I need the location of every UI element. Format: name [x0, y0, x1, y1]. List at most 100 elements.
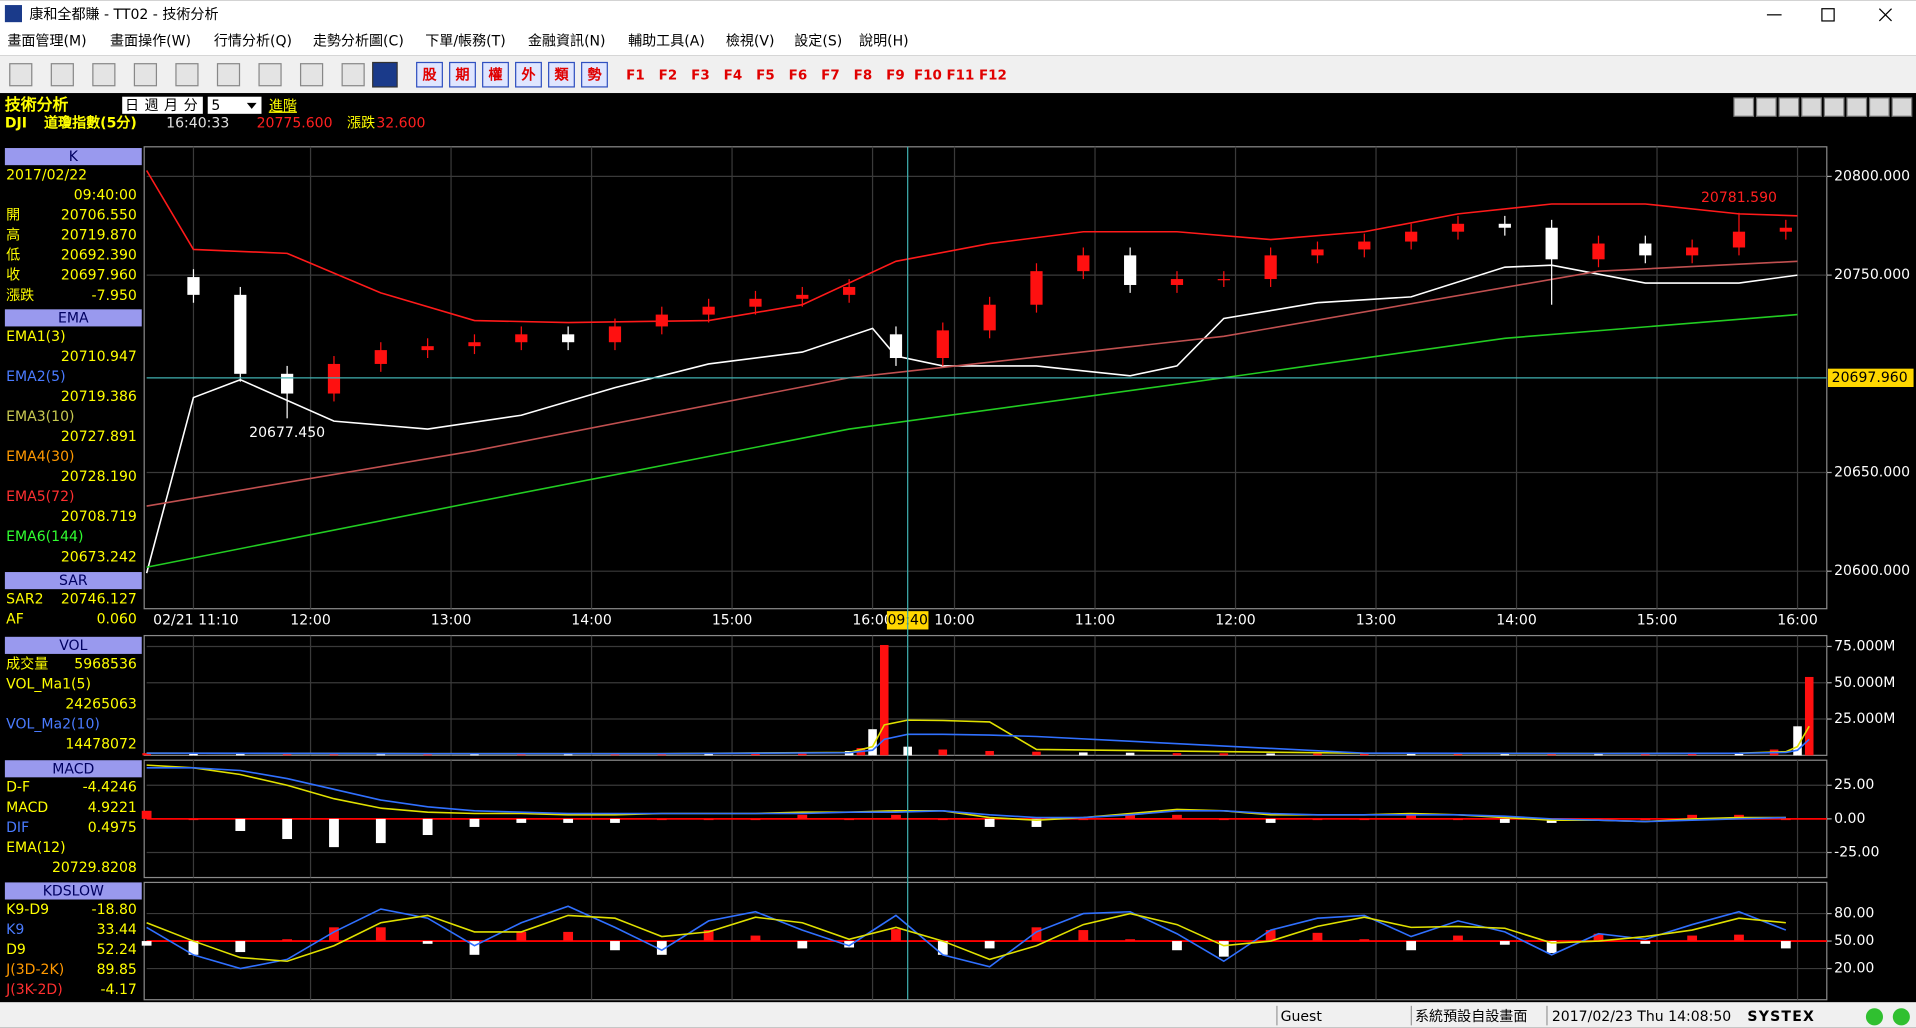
- menu-item[interactable]: 設定(S): [794, 34, 842, 50]
- volume-bar: [985, 750, 994, 756]
- histogram-bar: [1078, 930, 1089, 942]
- symbol-name: 道瓊指數(5分): [44, 115, 137, 132]
- x-tick-label: 13:00: [431, 612, 471, 628]
- period-option[interactable]: 分: [184, 98, 198, 114]
- y-tick-label: 80.00: [1834, 906, 1874, 922]
- histogram-bar: [937, 818, 948, 821]
- tool-button[interactable]: [92, 63, 116, 87]
- indicator-value: 14478072: [65, 736, 137, 752]
- candle-body: [1498, 223, 1511, 228]
- x-tick-label: 10:00: [934, 612, 974, 628]
- tool-button[interactable]: [372, 61, 398, 88]
- indicator-value: 5968536: [74, 656, 137, 672]
- function-key[interactable]: F2: [659, 68, 678, 83]
- volume-bar: [1219, 753, 1229, 756]
- function-key[interactable]: F5: [756, 68, 775, 83]
- tool-button[interactable]: [9, 63, 33, 87]
- function-key[interactable]: F12: [979, 68, 1007, 83]
- volume-bar: [1360, 753, 1369, 756]
- category-button[interactable]: [515, 61, 542, 88]
- menu-item[interactable]: 說明(H): [859, 33, 909, 50]
- menu-item[interactable]: 行情分析(Q): [214, 34, 292, 50]
- tool-button[interactable]: [133, 63, 158, 87]
- function-key[interactable]: F11: [946, 68, 974, 83]
- cursor-price-label: 20697.960: [1832, 370, 1908, 386]
- histogram-bar: [329, 818, 339, 848]
- tool-button[interactable]: [50, 63, 74, 87]
- panel-tool[interactable]: [1868, 97, 1890, 117]
- category-button[interactable]: [482, 61, 509, 88]
- tool-button[interactable]: [341, 63, 365, 87]
- category-button[interactable]: [548, 61, 575, 88]
- volume-bar: [189, 752, 198, 756]
- tool-button[interactable]: [258, 63, 282, 87]
- category-button[interactable]: [581, 61, 608, 88]
- menu-item[interactable]: 畫面操作(W): [110, 34, 191, 50]
- volume-bar: [798, 752, 807, 756]
- function-key[interactable]: F1: [626, 68, 645, 83]
- volume-bar: [1125, 752, 1135, 756]
- menu-item[interactable]: 檢視(V): [726, 33, 775, 50]
- tool-button[interactable]: [216, 63, 241, 87]
- indicator-label: DIF: [6, 820, 29, 836]
- status-light: [1892, 1008, 1910, 1026]
- category-label[interactable]: 股: [422, 67, 437, 83]
- panel-tool[interactable]: [1733, 97, 1755, 117]
- period-option[interactable]: 月: [164, 98, 178, 114]
- menu-item[interactable]: 下單/帳務(T): [425, 34, 505, 50]
- panel-tool[interactable]: [1891, 97, 1913, 117]
- panel-tool[interactable]: [1778, 97, 1800, 117]
- function-key[interactable]: F9: [886, 68, 905, 83]
- category-label[interactable]: 類: [553, 67, 569, 83]
- category-label[interactable]: 權: [488, 66, 502, 83]
- panel-tool[interactable]: [1755, 97, 1777, 117]
- period-option[interactable]: 日: [125, 98, 139, 114]
- menu-item[interactable]: 走勢分析圖(C): [313, 34, 404, 50]
- indicator-label: 高: [6, 227, 20, 244]
- menu-item[interactable]: 畫面管理(M): [7, 34, 86, 50]
- function-key[interactable]: F7: [821, 68, 840, 83]
- indicator-label: 2017/02/22: [6, 168, 87, 184]
- category-label[interactable]: 外: [521, 66, 535, 83]
- histogram-bar: [797, 941, 808, 949]
- candle-body: [1124, 255, 1137, 285]
- volume-bar: [938, 749, 948, 756]
- function-key[interactable]: F6: [789, 68, 808, 83]
- function-key[interactable]: F10: [914, 68, 942, 83]
- category-button[interactable]: [416, 61, 443, 88]
- volume-bar: [423, 753, 432, 756]
- symbol: DJI: [5, 116, 27, 132]
- menu-item[interactable]: 金融資訊(N): [528, 34, 606, 50]
- category-label[interactable]: 勢: [587, 66, 601, 83]
- category-label[interactable]: 期: [455, 67, 469, 83]
- y-tick-label: 20750.000: [1834, 267, 1910, 283]
- candle-body: [655, 314, 668, 327]
- function-key[interactable]: F8: [854, 68, 873, 83]
- indicator-label: K9-D9: [6, 902, 49, 918]
- histogram-bar: [1593, 933, 1604, 942]
- function-key[interactable]: F4: [724, 68, 743, 83]
- panel-tool[interactable]: [1846, 97, 1868, 117]
- indicator-value: -4.17: [100, 982, 136, 998]
- advanced-link[interactable]: 進階: [269, 98, 297, 114]
- indicator-label: 開: [6, 208, 20, 224]
- histogram-bar: [282, 939, 293, 942]
- close-button[interactable]: [1878, 8, 1892, 22]
- tool-button[interactable]: [175, 63, 199, 87]
- histogram-bar: [1499, 941, 1510, 945]
- panel-tool[interactable]: [1801, 97, 1822, 117]
- panel-tool[interactable]: [1823, 97, 1845, 117]
- indicator-label: AF: [6, 612, 24, 628]
- restore-button[interactable]: [1821, 8, 1835, 22]
- period-option[interactable]: 週: [144, 98, 158, 114]
- menu-item[interactable]: 輔助工具(A): [628, 34, 705, 50]
- indicator-label: VOL_Ma1(5): [6, 676, 91, 692]
- tool-button[interactable]: [299, 63, 324, 87]
- function-key[interactable]: F3: [691, 68, 710, 83]
- volume-bar: [1079, 752, 1088, 756]
- histogram-bar: [1125, 939, 1136, 942]
- indicator-label: EMA(12): [6, 840, 65, 856]
- interval-select[interactable]: [207, 96, 262, 114]
- category-button[interactable]: [449, 61, 476, 88]
